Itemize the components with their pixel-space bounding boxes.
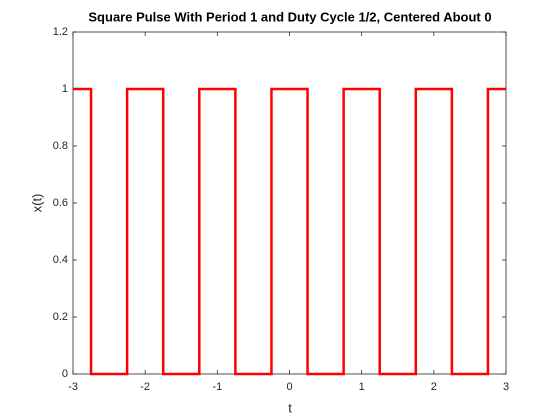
x-tick-label: 2	[431, 381, 437, 393]
x-tick-label: 0	[286, 381, 292, 393]
y-tick-label: 1	[62, 83, 68, 95]
y-tick-label: 0	[62, 368, 68, 380]
y-tick-label: 1.2	[53, 26, 68, 38]
x-tick-label: -1	[212, 381, 222, 393]
signal-line	[73, 87, 506, 376]
y-tick-label: 0.4	[53, 254, 68, 266]
x-tick-label: 3	[503, 381, 509, 393]
chart-title: Square Pulse With Period 1 and Duty Cycl…	[88, 9, 491, 24]
y-axis-label: x(t)	[29, 194, 44, 213]
y-tick-label: 0.8	[53, 140, 68, 152]
x-tick-label: -2	[140, 381, 150, 393]
y-tick-label: 0.6	[53, 197, 68, 209]
plot-area	[72, 31, 507, 375]
y-tick-label: 0.2	[53, 311, 68, 323]
x-tick-label: -3	[68, 381, 78, 393]
x-axis-label: t	[288, 400, 292, 415]
x-tick-label: 1	[359, 381, 365, 393]
